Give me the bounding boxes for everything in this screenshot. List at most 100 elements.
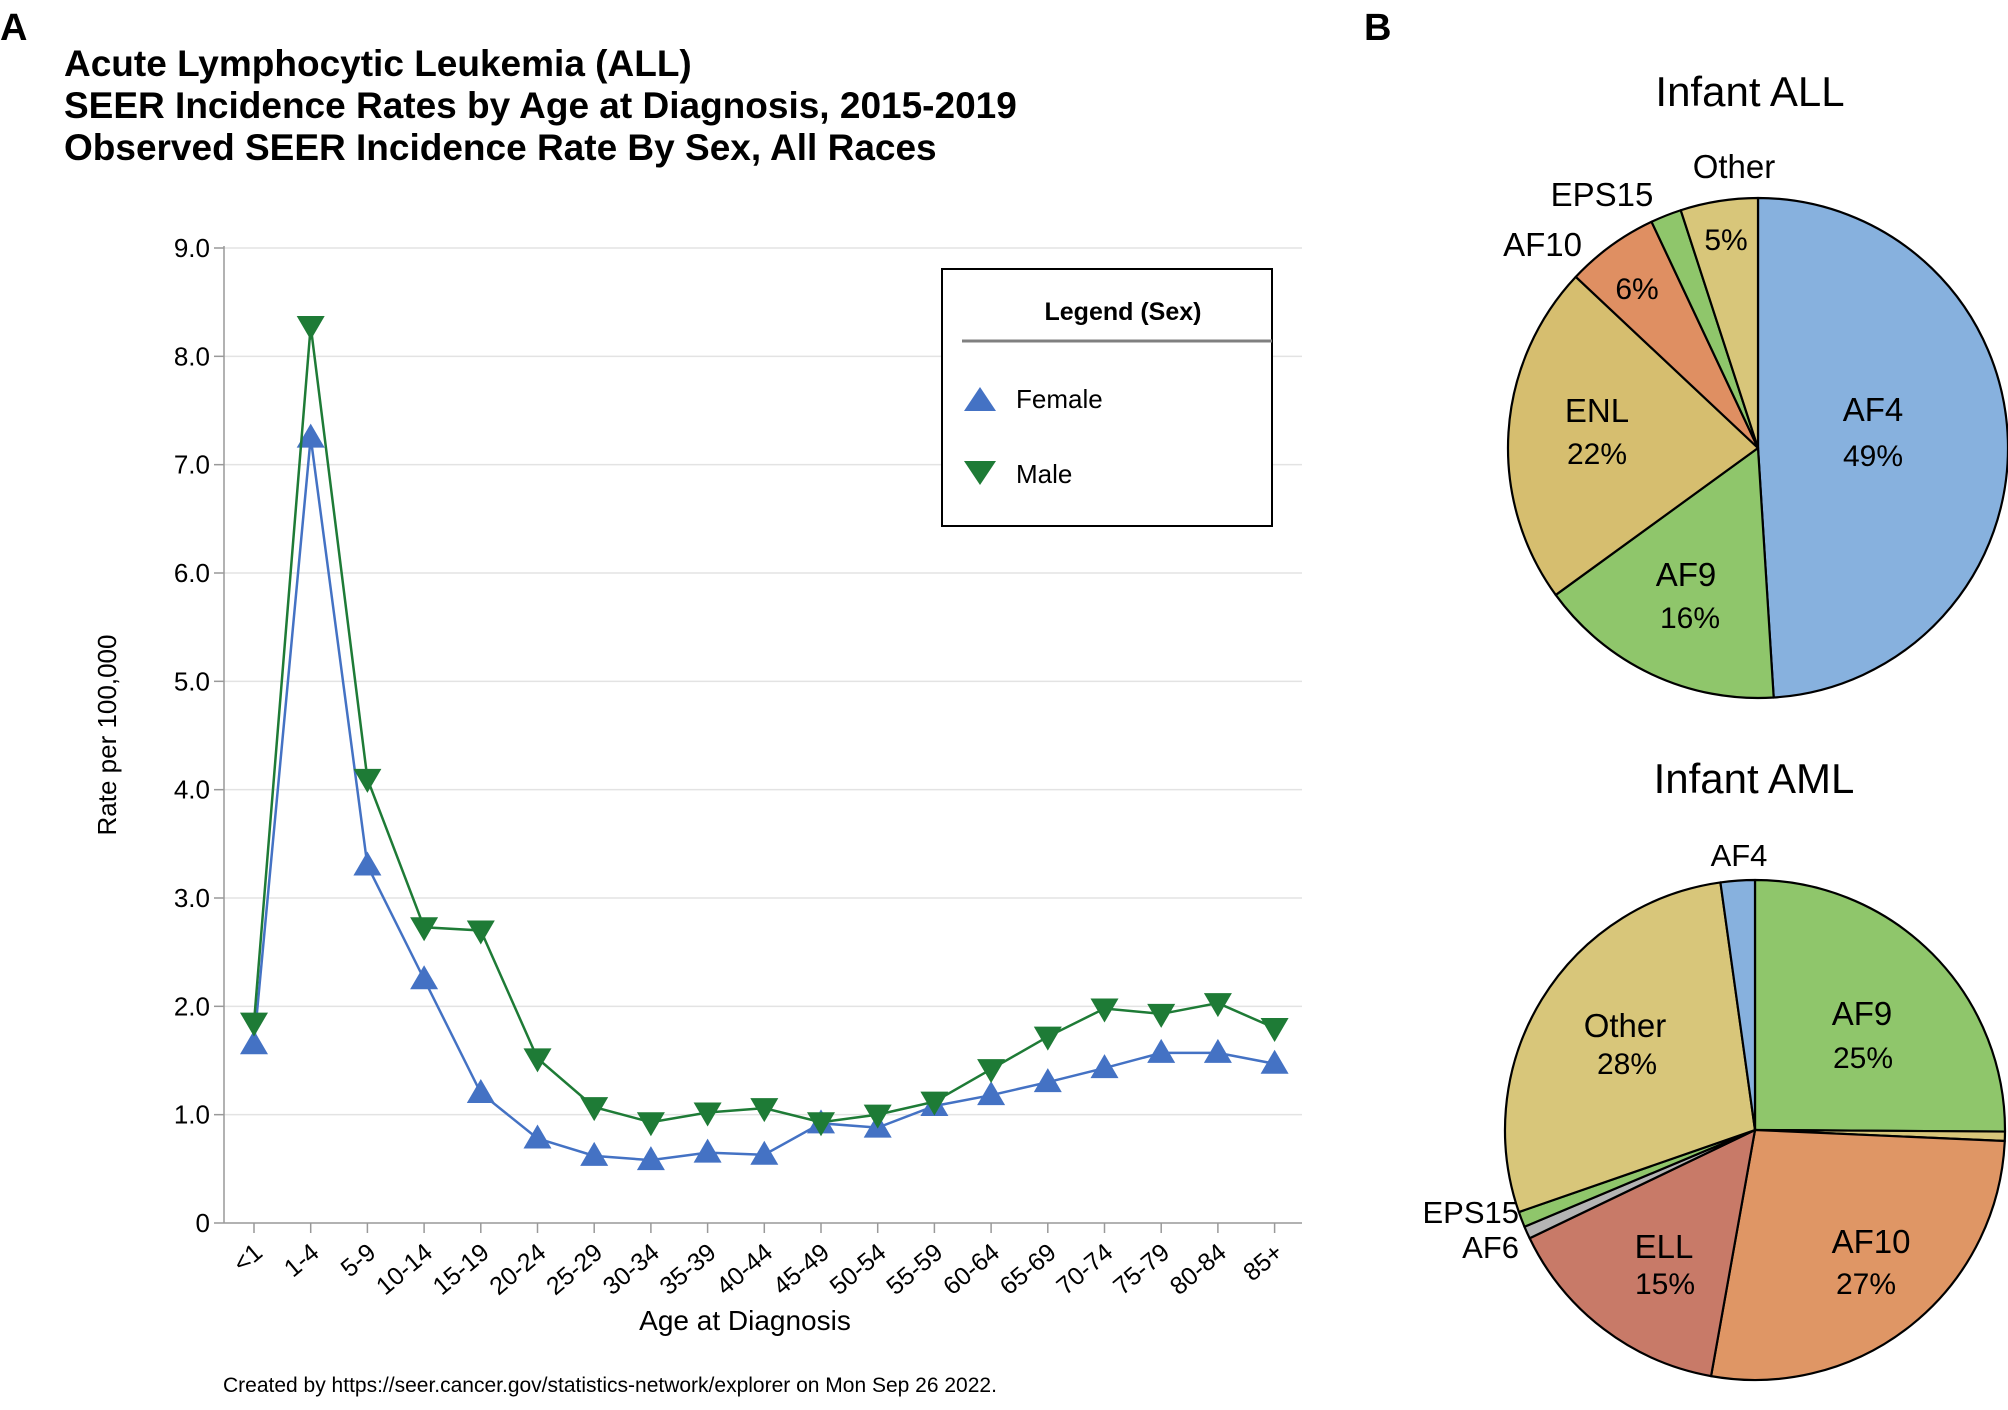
data-point-female — [1033, 1068, 1062, 1093]
x-tick-label-25-29: 25-29 — [541, 1238, 608, 1301]
series-male — [240, 316, 1289, 1137]
pie-label-other: Other — [1584, 1007, 1667, 1044]
pie-label-af6: AF6 — [1462, 1230, 1519, 1265]
legend-entry-male: Male — [1016, 459, 1072, 489]
pie-label-enl: ENL — [1565, 392, 1629, 429]
data-point-male — [807, 1112, 835, 1137]
x-tick-label-50-54: 50-54 — [825, 1238, 892, 1301]
y-tick-label: 7.0 — [174, 450, 210, 480]
pie-slice-other — [1503, 881, 1757, 1214]
data-point-female — [1260, 1049, 1289, 1074]
data-point-male — [296, 316, 325, 340]
y-tick-label: 5.0 — [174, 666, 210, 696]
legend-title: Legend (Sex) — [1045, 298, 1202, 326]
line-chart-title-line-2: SEER Incidence Rates by Age at Diagnosis… — [64, 85, 1017, 126]
x-tick-label-65-69: 65-69 — [995, 1238, 1062, 1301]
pie-label-ell: ELL — [1635, 1228, 1694, 1265]
line-chart-title: Acute Lymphocytic Leukemia (ALL) SEER In… — [64, 43, 1017, 168]
y-tick-label: 0 — [196, 1208, 210, 1238]
data-point-female — [353, 851, 382, 876]
pie-slice-af9 — [1753, 878, 2007, 1133]
data-point-female — [636, 1146, 665, 1171]
data-point-male — [1260, 1018, 1289, 1042]
line-chart-y-tick-labels: 0 1.0 2.0 3.0 4.0 5.0 6.0 7.0 8.0 9.0 — [174, 233, 210, 1238]
pie-value-other: 5% — [1704, 224, 1747, 257]
data-point-female — [1203, 1038, 1232, 1063]
line-chart-x-tick-labels: <1 1-4 5-910-1415-1920-2425-2930-3435-3940… — [228, 1238, 1288, 1301]
pie-value-af10: 6% — [1615, 273, 1658, 306]
data-point-female — [1090, 1054, 1119, 1079]
line-chart-axes — [223, 246, 1302, 1233]
y-tick-label: 3.0 — [174, 883, 210, 913]
x-tick-label-55-59: 55-59 — [881, 1238, 948, 1301]
data-point-female — [466, 1079, 495, 1103]
x-tick-label-45-49: 45-49 — [768, 1238, 835, 1301]
pie-label-af9: AF9 — [1656, 556, 1717, 593]
data-point-female — [410, 965, 439, 990]
pie-label-af10: AF10 — [1832, 1223, 1911, 1260]
pie-value-af9: 16% — [1660, 602, 1720, 635]
pie-label-af4: AF4 — [1711, 838, 1768, 873]
legend-entry-female: Female — [1016, 384, 1103, 414]
line-chart-series — [240, 316, 1289, 1171]
data-point-male — [977, 1059, 1006, 1084]
pie-value-af9: 25% — [1833, 1042, 1893, 1075]
data-point-male — [750, 1098, 779, 1123]
pie-slice-other — [1679, 196, 1760, 450]
series-line-female — [252, 437, 1275, 1162]
pie-label-eps15: EPS15 — [1422, 1195, 1519, 1230]
footer-credit: Created by https://seer.cancer.gov/stati… — [223, 1374, 997, 1397]
x-tick-label-35-39: 35-39 — [654, 1238, 721, 1301]
pie-value-enl: 22% — [1567, 438, 1627, 471]
legend-box — [941, 268, 1273, 527]
x-tick-label-15-19: 15-19 — [428, 1238, 495, 1301]
pie-slice-af4 — [1719, 878, 1757, 1132]
data-point-male — [523, 1048, 552, 1073]
legend-female-marker — [964, 387, 996, 411]
data-point-male — [863, 1104, 892, 1129]
data-point-female — [240, 1030, 268, 1055]
data-point-female — [977, 1081, 1006, 1106]
y-tick-label: 2.0 — [174, 991, 210, 1021]
y-tick-label: 8.0 — [174, 341, 210, 371]
pie-chart-infant-aml — [1503, 878, 2007, 1382]
data-point-male — [920, 1091, 949, 1116]
x-tick-label-1: <1 — [228, 1238, 268, 1278]
data-point-female — [1147, 1038, 1176, 1063]
pie-slice-ell — [1528, 1128, 1757, 1378]
pie-value-ell: 15% — [1635, 1268, 1695, 1301]
x-tick-label-30-34: 30-34 — [598, 1238, 665, 1301]
data-point-female — [693, 1138, 722, 1163]
data-point-male — [1203, 993, 1232, 1018]
data-point-male — [1090, 998, 1119, 1023]
x-tick-label-75-79: 75-79 — [1108, 1238, 1175, 1301]
pie-chart-infant-all — [1506, 196, 2008, 700]
x-tick-label-80-84: 80-84 — [1165, 1238, 1232, 1301]
x-tick-label-70-74: 70-74 — [1051, 1238, 1118, 1301]
x-tick-label-85: 85+ — [1238, 1238, 1288, 1287]
series-female — [240, 423, 1289, 1171]
x-tick-label-20-24: 20-24 — [484, 1238, 551, 1301]
x-tick-label-40-44: 40-44 — [711, 1238, 778, 1301]
pie-slice-af10 — [1709, 1128, 2006, 1382]
pie-value-other: 28% — [1597, 1048, 1657, 1081]
data-point-male — [693, 1102, 722, 1127]
line-chart-title-line-1: Acute Lymphocytic Leukemia (ALL) — [64, 43, 692, 84]
data-point-male — [240, 1012, 268, 1037]
data-point-female — [296, 423, 325, 448]
pie-value-af4: 49% — [1843, 440, 1903, 473]
data-point-male — [410, 917, 439, 942]
pie-title-infant-all: Infant ALL — [1655, 68, 1844, 115]
y-tick-label: 6.0 — [174, 558, 210, 588]
x-tick-label-10-14: 10-14 — [371, 1238, 438, 1301]
data-point-male — [353, 768, 382, 793]
data-point-male — [1033, 1026, 1062, 1051]
pie-value-af10: 27% — [1836, 1268, 1896, 1301]
data-point-female — [750, 1140, 779, 1165]
x-tick-label-60-64: 60-64 — [938, 1238, 1005, 1301]
pie-label-other: Other — [1693, 148, 1776, 185]
y-tick-label: 9.0 — [174, 233, 210, 263]
data-point-female — [580, 1141, 609, 1166]
